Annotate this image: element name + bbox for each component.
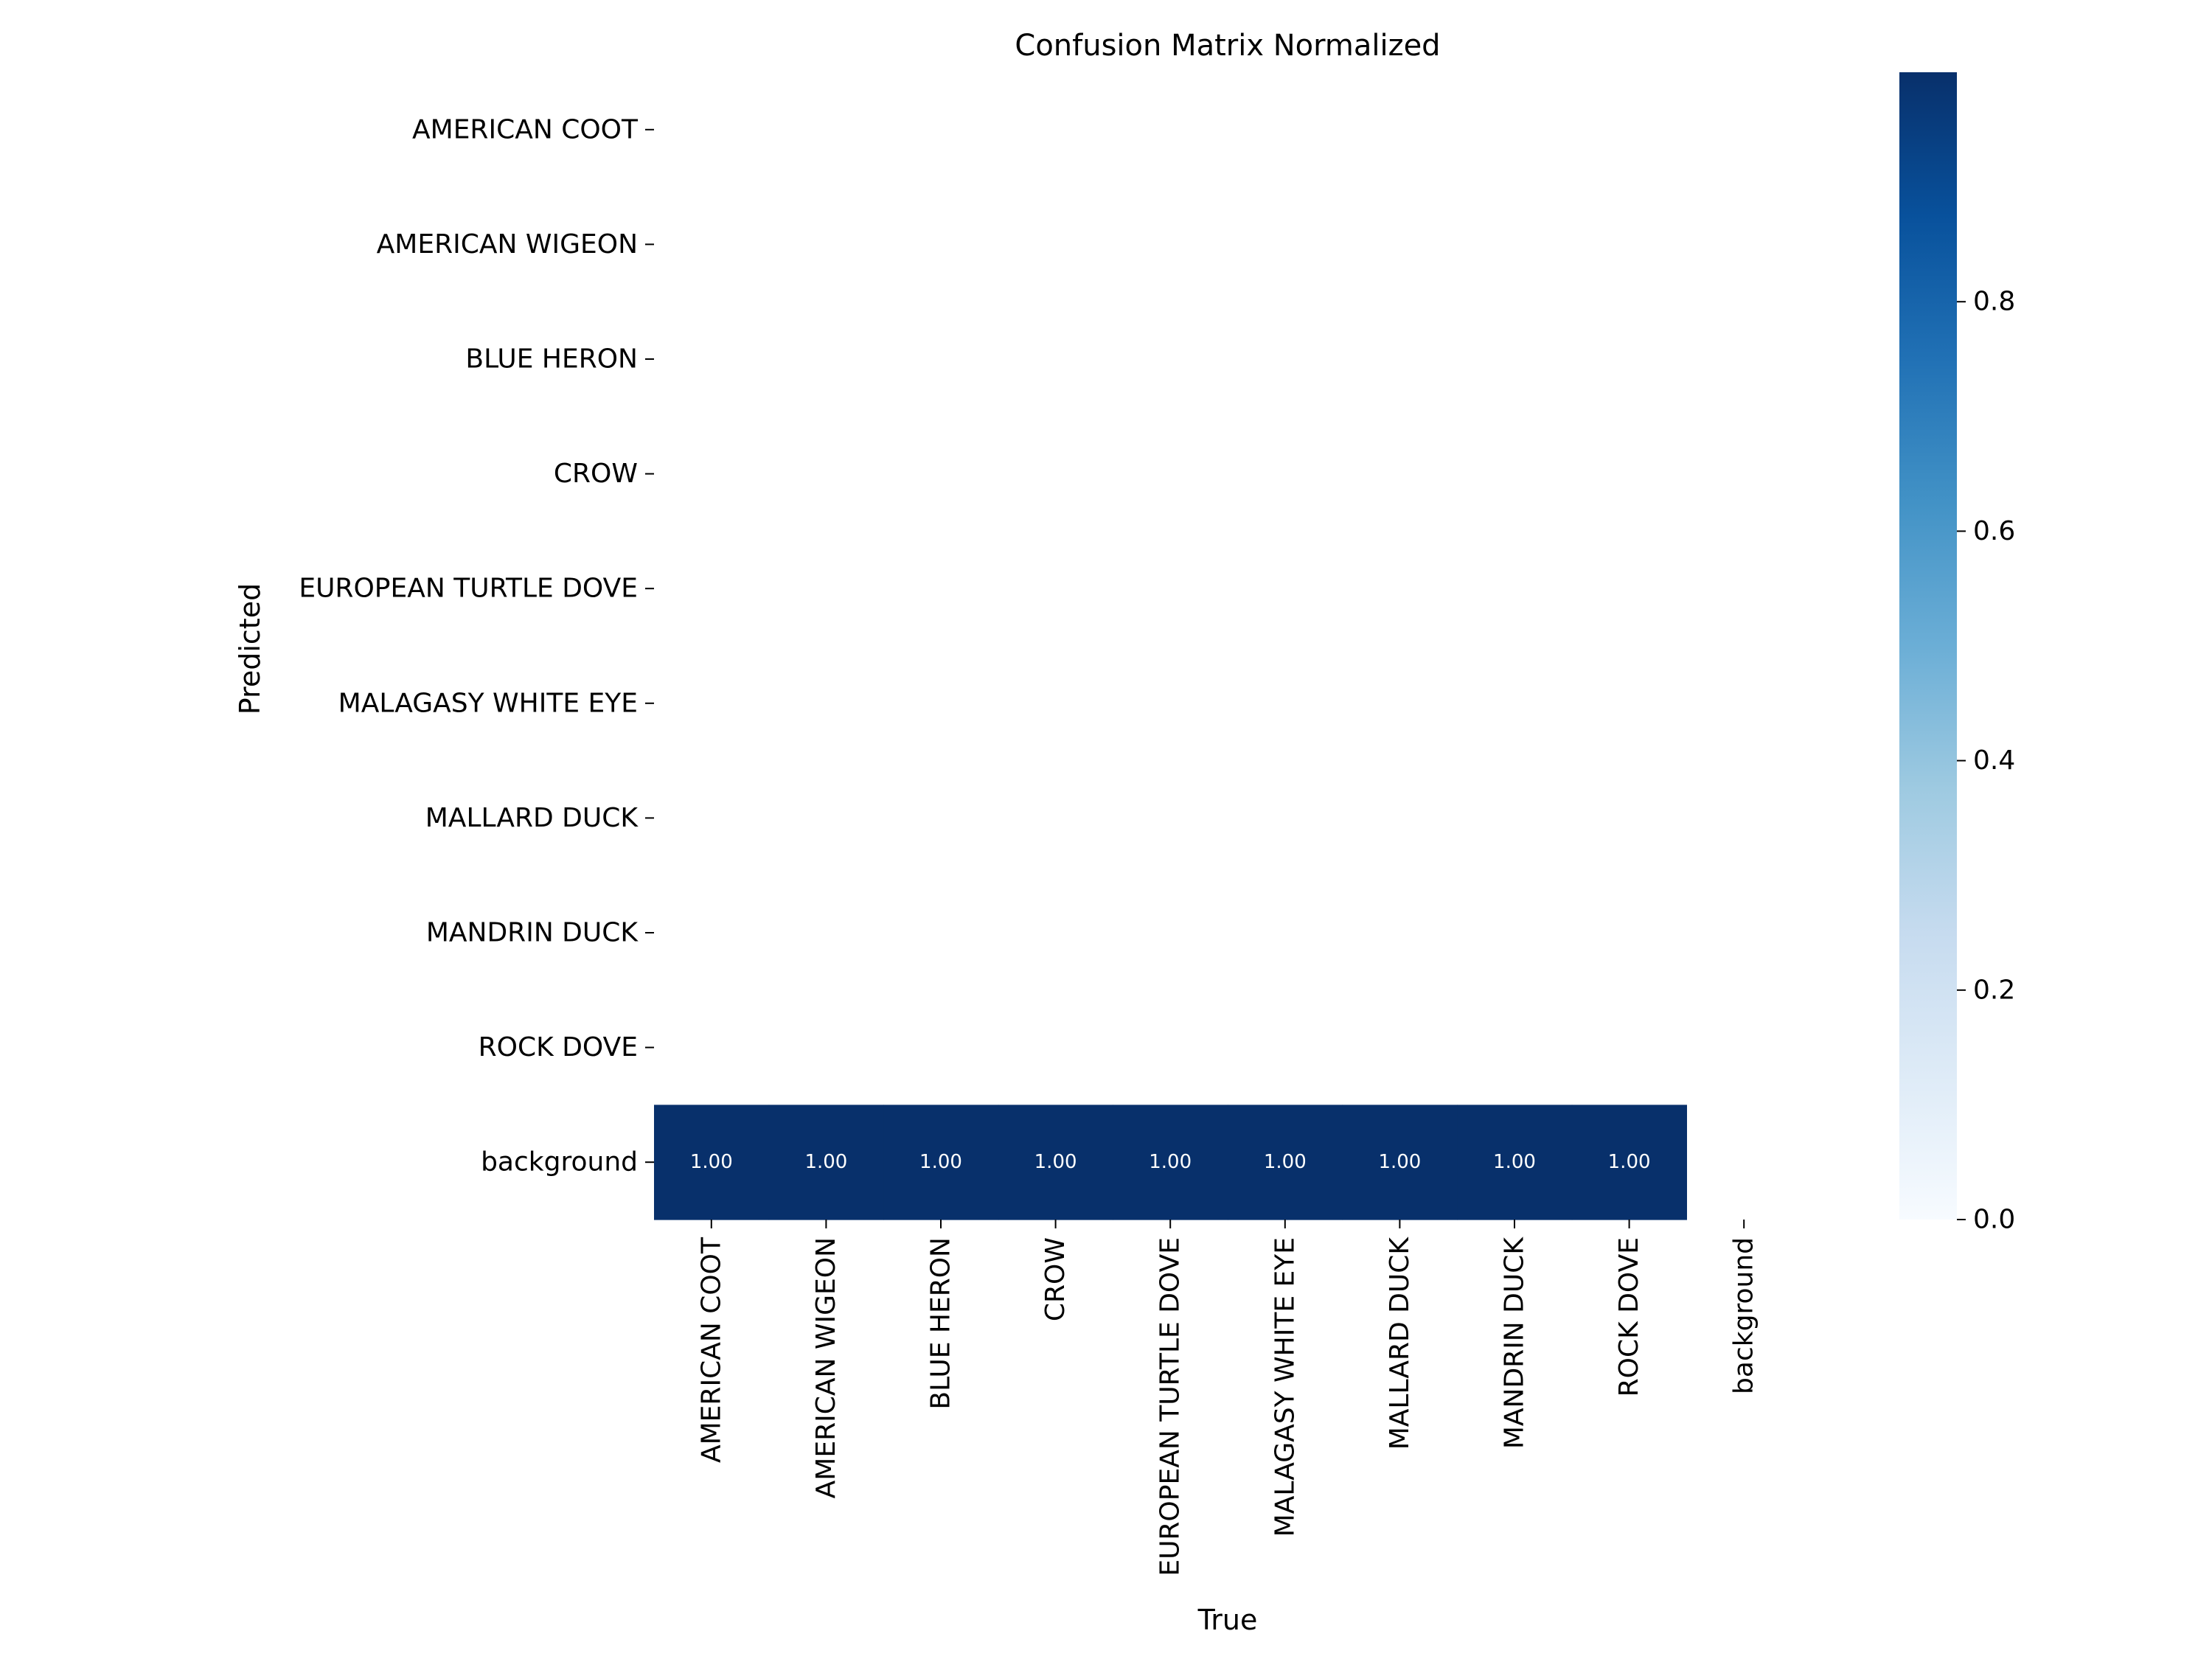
y-axis: AMERICAN COOT AMERICAN WIGEON BLUE HERON CR…	[299, 114, 654, 1178]
colorbar-tick-label: 0.0	[1973, 1205, 2015, 1235]
x-tick-label: CROW	[1040, 1237, 1071, 1321]
cell-value-label: 1.00	[1608, 1151, 1651, 1173]
colorbar-tick-label: 0.6	[1973, 516, 2015, 546]
y-tick-label: ROCK DOVE	[479, 1032, 638, 1062]
x-axis-label: True	[1197, 1604, 1258, 1636]
cell-value-label: 1.00	[1493, 1151, 1536, 1173]
x-tick-label: background	[1729, 1237, 1759, 1394]
chart-title: Confusion Matrix Normalized	[1015, 29, 1440, 63]
y-tick-label: BLUE HERON	[465, 344, 638, 375]
x-tick-label: AMERICAN COOT	[696, 1237, 726, 1463]
colorbar-tick-label: 0.2	[1973, 975, 2015, 1005]
y-tick-label: MALAGASY WHITE EYE	[338, 688, 638, 718]
y-tick-label: MANDRIN DUCK	[426, 918, 639, 948]
y-tick-label: background	[481, 1147, 638, 1178]
heatmap-cells	[654, 1105, 1687, 1220]
y-tick-label: AMERICAN WIGEON	[377, 229, 638, 260]
heatmap-cell	[1571, 1105, 1687, 1220]
x-tick-label: BLUE HERON	[926, 1237, 956, 1410]
x-tick-label: EUROPEAN TURTLE DOVE	[1155, 1237, 1186, 1576]
y-tick-label: CROW	[554, 459, 638, 489]
y-tick-label: MALLARD DUCK	[425, 803, 639, 833]
heatmap-cell-labels: 1.00 1.00 1.00 1.00 1.00 1.00 1.00 1.00 1.00	[690, 1151, 1651, 1173]
cell-value-label: 1.00	[804, 1151, 847, 1173]
y-axis-label: Predicted	[234, 583, 266, 714]
cell-value-label: 1.00	[1264, 1151, 1307, 1173]
heatmap-cell	[1342, 1105, 1458, 1220]
heatmap-cell	[1457, 1105, 1573, 1220]
y-tick-label: EUROPEAN TURTLE DOVE	[299, 574, 638, 604]
x-tick-label: AMERICAN WIGEON	[811, 1237, 841, 1498]
cell-value-label: 1.00	[1149, 1151, 1192, 1173]
heatmap-cell	[998, 1105, 1113, 1220]
cell-value-label: 1.00	[1034, 1151, 1077, 1173]
x-tick-label: MALLARD DUCK	[1385, 1237, 1415, 1450]
heatmap-cell	[1228, 1105, 1343, 1220]
colorbar-tick-label: 0.4	[1973, 745, 2015, 776]
heatmap-cell	[1113, 1105, 1228, 1220]
y-tick-label: AMERICAN COOT	[412, 114, 639, 145]
heatmap-cell	[654, 1105, 770, 1220]
colorbar	[1899, 72, 1957, 1220]
colorbar-tick-label: 0.8	[1973, 287, 2015, 317]
x-tick-label: MANDRIN DUCK	[1500, 1237, 1530, 1450]
cell-value-label: 1.00	[1378, 1151, 1421, 1173]
x-tick-label: ROCK DOVE	[1614, 1237, 1644, 1397]
heatmap-cell	[883, 1105, 999, 1220]
heatmap-cell	[768, 1105, 884, 1220]
x-axis: AMERICAN COOT AMERICAN WIGEON BLUE HERON CR…	[696, 1220, 1759, 1576]
colorbar-ticks: 0.0 0.2 0.4 0.6 0.8	[1957, 287, 2015, 1235]
cell-value-label: 1.00	[919, 1151, 962, 1173]
cell-value-label: 1.00	[690, 1151, 733, 1173]
x-tick-label: MALAGASY WHITE EYE	[1270, 1237, 1300, 1537]
